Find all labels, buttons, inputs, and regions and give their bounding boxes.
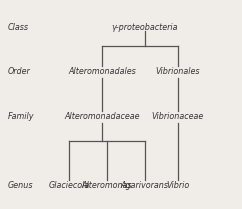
Text: Vibrionaceae: Vibrionaceae <box>152 112 204 121</box>
Text: Alteromonadales: Alteromonadales <box>68 68 136 76</box>
Text: Class: Class <box>8 23 29 32</box>
Text: Glaciecola: Glaciecola <box>48 181 90 190</box>
Text: Alteromonas: Alteromonas <box>82 181 132 190</box>
Text: γ-proteobacteria: γ-proteobacteria <box>111 23 178 32</box>
Text: Vibrionales: Vibrionales <box>156 68 200 76</box>
Text: Order: Order <box>8 68 30 76</box>
Text: Agarivorans: Agarivorans <box>121 181 169 190</box>
Text: Genus: Genus <box>8 181 33 190</box>
Text: Family: Family <box>8 112 34 121</box>
Text: Alteromonadaceae: Alteromonadaceae <box>64 112 140 121</box>
Text: Vibrio: Vibrio <box>166 181 189 190</box>
